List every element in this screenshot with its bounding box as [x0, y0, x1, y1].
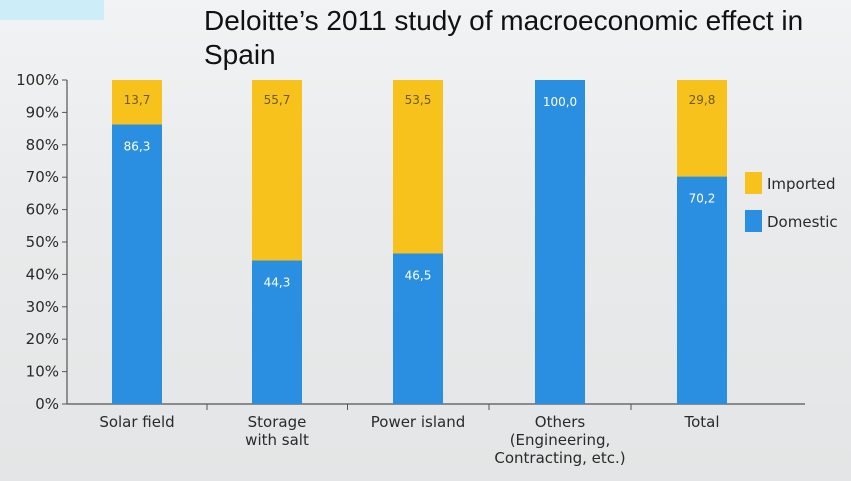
- y-tick-label: 60%: [26, 201, 59, 219]
- category-label: Power island: [371, 413, 466, 431]
- category-label: Contracting, etc.): [494, 449, 625, 467]
- data-label-imported: 29,8: [689, 93, 716, 107]
- y-tick-label: 40%: [26, 265, 59, 283]
- y-tick-label: 10%: [26, 363, 59, 381]
- legend-swatch: [745, 172, 762, 194]
- bar-domestic: [393, 253, 443, 404]
- legend-label: Domestic: [767, 213, 838, 231]
- y-tick-label: 50%: [26, 233, 59, 251]
- data-label-domestic: 70,2: [689, 192, 716, 206]
- category-label: Storage: [248, 413, 307, 431]
- y-tick-label: 70%: [26, 168, 59, 186]
- y-tick-label: 30%: [26, 298, 59, 316]
- category-label: Others: [535, 413, 586, 431]
- corner-decoration: [0, 0, 104, 20]
- y-tick-label: 0%: [35, 395, 59, 413]
- y-tick-label: 90%: [26, 103, 59, 121]
- y-tick-label: 20%: [26, 330, 59, 348]
- category-label: (Engineering,: [510, 431, 611, 449]
- data-label-imported: 53,5: [405, 93, 432, 107]
- bar-imported: [112, 80, 162, 125]
- chart-title: Deloitte’s 2011 study of macroeconomic e…: [204, 5, 804, 70]
- bar-imported: [393, 80, 443, 254]
- data-label-domestic: 46,5: [405, 268, 432, 282]
- data-label-imported: 13,7: [124, 93, 151, 107]
- y-tick-label: 100%: [16, 71, 59, 89]
- legend-swatch: [745, 210, 762, 232]
- category-label: with salt: [245, 431, 309, 449]
- bar-imported: [252, 80, 302, 261]
- category-label: Total: [683, 413, 719, 431]
- bar-domestic: [677, 176, 727, 404]
- data-label-domestic: 100,0: [543, 95, 577, 109]
- y-tick-label: 80%: [26, 136, 59, 154]
- bar-domestic: [535, 80, 585, 404]
- data-label-domestic: 86,3: [124, 139, 151, 153]
- data-label-imported: 55,7: [264, 93, 291, 107]
- legend-label: Imported: [767, 175, 836, 193]
- category-label: Solar field: [99, 413, 174, 431]
- bar-imported: [677, 80, 727, 177]
- bar-domestic: [252, 260, 302, 404]
- data-label-domestic: 44,3: [264, 275, 291, 289]
- bar-domestic: [112, 124, 162, 404]
